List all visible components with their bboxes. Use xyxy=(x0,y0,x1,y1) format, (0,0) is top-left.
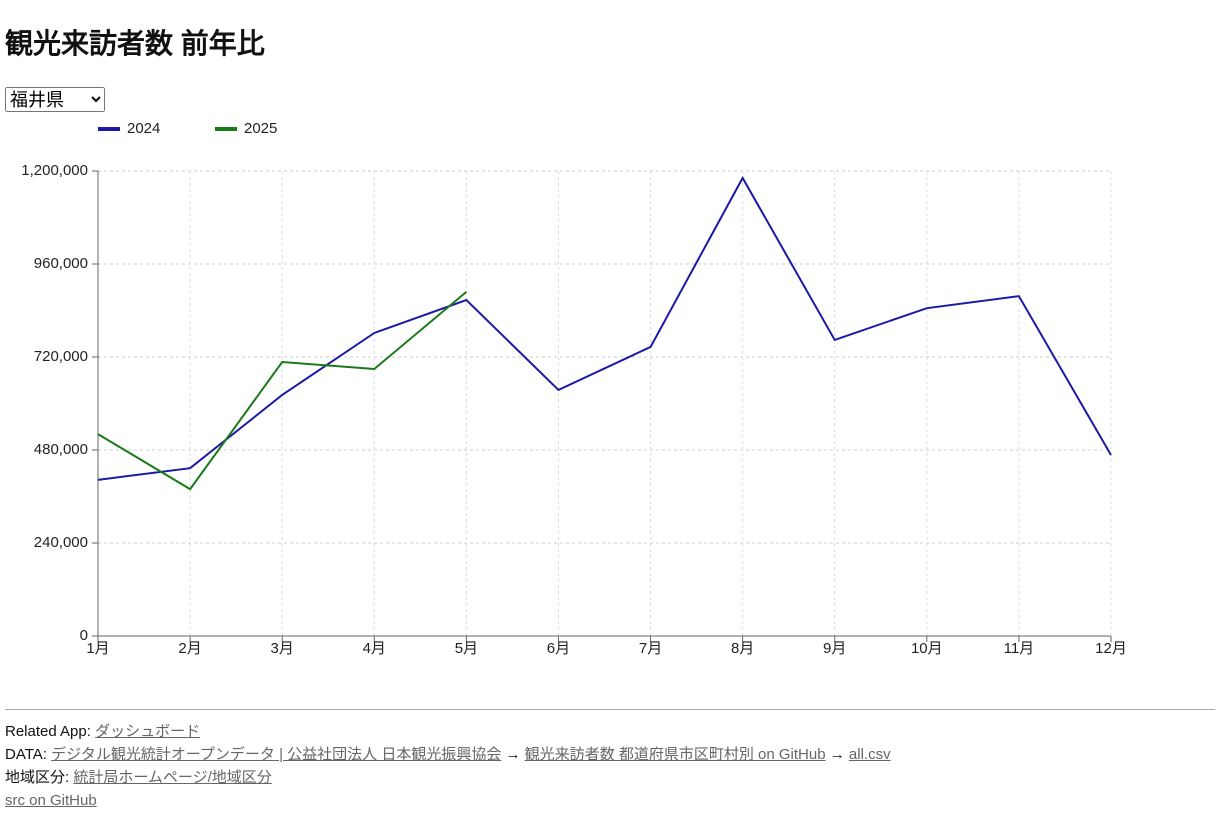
footer-line: Related App: ダッシュボード xyxy=(5,720,1215,743)
link[interactable]: デジタル観光統計オープンデータ | 公益社団法人 日本観光振興協会 xyxy=(51,746,502,763)
label: Related App: xyxy=(5,723,91,740)
page-title: 観光来訪者数 前年比 xyxy=(5,28,265,59)
arrow: → xyxy=(505,746,521,763)
y-tick-label: 960,000 xyxy=(34,255,88,272)
x-tick-label: 2月 xyxy=(178,640,201,657)
link[interactable]: 統計局ホームページ/地域区分 xyxy=(73,769,272,786)
y-tick-label: 240,000 xyxy=(34,534,88,551)
x-tick-label: 9月 xyxy=(823,640,846,657)
x-tick-label: 11月 xyxy=(1004,640,1035,657)
x-tick-label: 4月 xyxy=(363,640,386,657)
legend-label: 2024 xyxy=(127,120,160,137)
y-tick-label: 480,000 xyxy=(34,441,88,458)
footer-line: DATA: デジタル観光統計オープンデータ | 公益社団法人 日本観光振興協会 … xyxy=(5,743,1215,766)
link[interactable]: ダッシュボード xyxy=(95,723,201,740)
y-tick-label: 0 xyxy=(80,627,88,644)
x-tick-label: 8月 xyxy=(731,640,754,657)
series-line xyxy=(97,175,1112,481)
x-tick-label: 6月 xyxy=(547,640,570,657)
y-tick-label: 720,000 xyxy=(34,348,88,365)
footer-line: 地域区分: 統計局ホームページ/地域区分 xyxy=(5,766,1215,789)
chart: 0 240,000 480,000 720,000 960,000 1,200,000 1月… xyxy=(21,120,1127,657)
x-tick-label: 7月 xyxy=(639,640,662,657)
y-tick-label: 1,200,000 xyxy=(21,162,88,179)
x-tick-label: 1月 xyxy=(86,640,109,657)
x-tick-label: 12月 xyxy=(1095,640,1127,657)
prefecture-select[interactable]: 福井県 xyxy=(5,87,105,112)
x-tick-label: 5月 xyxy=(455,640,478,657)
x-tick-label: 10月 xyxy=(911,640,943,657)
footer-line: src on GitHub xyxy=(5,789,1215,812)
series-line xyxy=(97,291,468,491)
footer: Related App: ダッシュボード DATA: デジタル観光統計オープンデ… xyxy=(5,709,1215,812)
label: 地域区分: xyxy=(5,769,70,786)
link[interactable]: all.csv xyxy=(848,746,891,763)
link[interactable]: src on GitHub xyxy=(5,792,97,809)
link[interactable]: 観光来訪者数 都道府県市区町村別 on GitHub xyxy=(524,746,826,763)
legend-label: 2025 xyxy=(244,120,277,137)
arrow: → xyxy=(829,746,845,763)
x-tick-label: 3月 xyxy=(271,640,294,657)
label: DATA: xyxy=(5,746,47,763)
